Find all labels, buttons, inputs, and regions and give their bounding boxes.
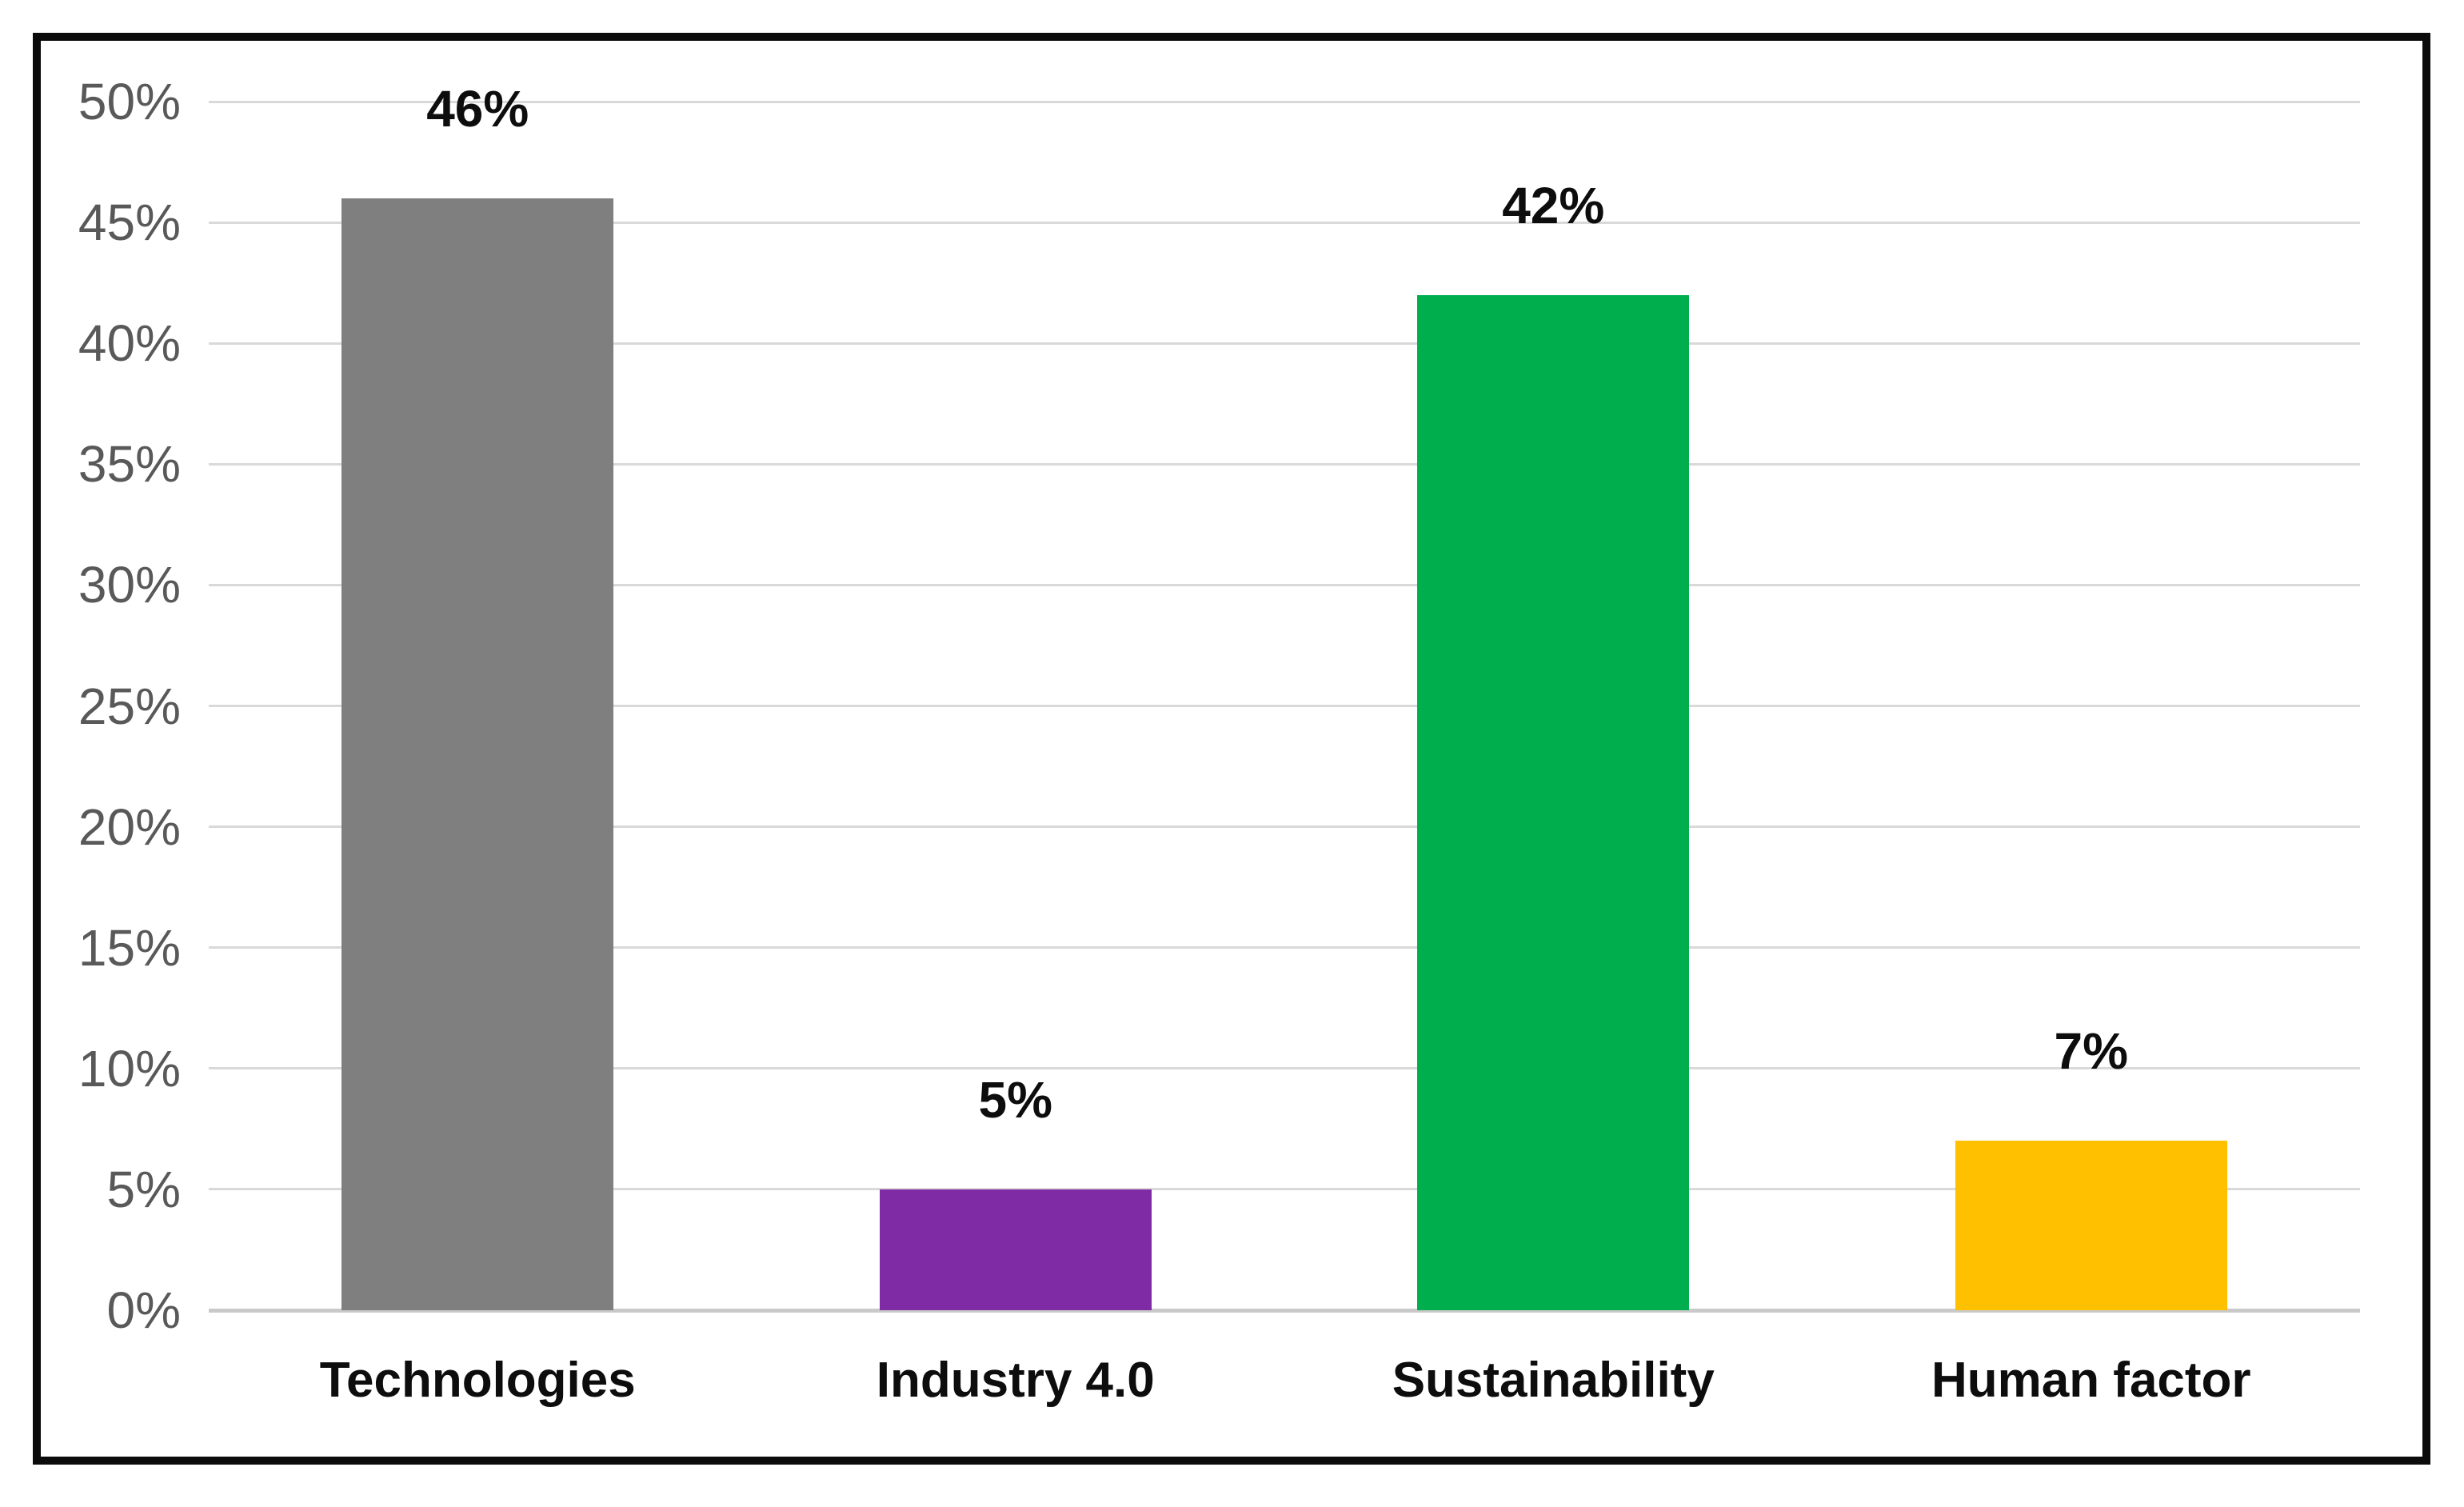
chart-frame: 0% 5% 10% 15% 20% 25% 30% 35% 40% 45% 50% 46% 5% 42%… xyxy=(33,33,2430,1465)
y-tick-label-45: 45% xyxy=(78,194,181,252)
y-tick-label-30: 30% xyxy=(78,556,181,614)
y-tick-label-20: 20% xyxy=(78,797,181,856)
bar-technologies xyxy=(341,198,614,1310)
gridline-5 xyxy=(209,1188,2360,1191)
bars-layer xyxy=(41,41,2422,1457)
y-tick-label-10: 10% xyxy=(78,1039,181,1097)
category-label-3: Human factor xyxy=(1931,1353,2251,1408)
data-label-0: 46% xyxy=(426,79,529,138)
data-label-3: 7% xyxy=(2054,1022,2129,1081)
bar-industry-4-0 xyxy=(879,1189,1152,1310)
gridlines-layer xyxy=(41,41,2422,1457)
gridline-30 xyxy=(209,583,2360,586)
bar-sustainability xyxy=(1417,294,1690,1310)
x-axis-baseline xyxy=(209,1309,2360,1313)
gridline-10 xyxy=(209,1067,2360,1070)
category-axis-labels: Technologies Industry 4.0 Sustainability Hu… xyxy=(41,41,2422,1457)
data-label-1: 5% xyxy=(978,1070,1053,1129)
gridline-15 xyxy=(209,946,2360,949)
gridline-45 xyxy=(209,221,2360,224)
y-tick-label-25: 25% xyxy=(78,677,181,735)
y-tick-label-15: 15% xyxy=(78,918,181,977)
y-tick-label-50: 50% xyxy=(78,73,181,130)
gridline-50 xyxy=(209,100,2360,103)
y-tick-label-5: 5% xyxy=(106,1160,182,1218)
y-axis-tick-labels: 0% 5% 10% 15% 20% 25% 30% 35% 40% 45% 50% xyxy=(41,41,2422,1457)
y-tick-label-35: 35% xyxy=(78,435,181,494)
category-label-2: Sustainability xyxy=(1392,1353,1715,1408)
category-label-1: Industry 4.0 xyxy=(876,1353,1155,1408)
gridline-35 xyxy=(209,462,2360,466)
gridline-40 xyxy=(209,342,2360,345)
category-label-0: Technologies xyxy=(319,1353,636,1408)
bar-human-factor xyxy=(1955,1141,2227,1310)
y-tick-label-0: 0% xyxy=(106,1281,182,1339)
data-labels-layer: 46% 5% 42% 7% xyxy=(41,41,2422,1457)
gridline-20 xyxy=(209,825,2360,829)
data-label-2: 42% xyxy=(1502,176,1605,234)
gridline-25 xyxy=(209,705,2360,707)
y-tick-label-40: 40% xyxy=(78,314,181,373)
